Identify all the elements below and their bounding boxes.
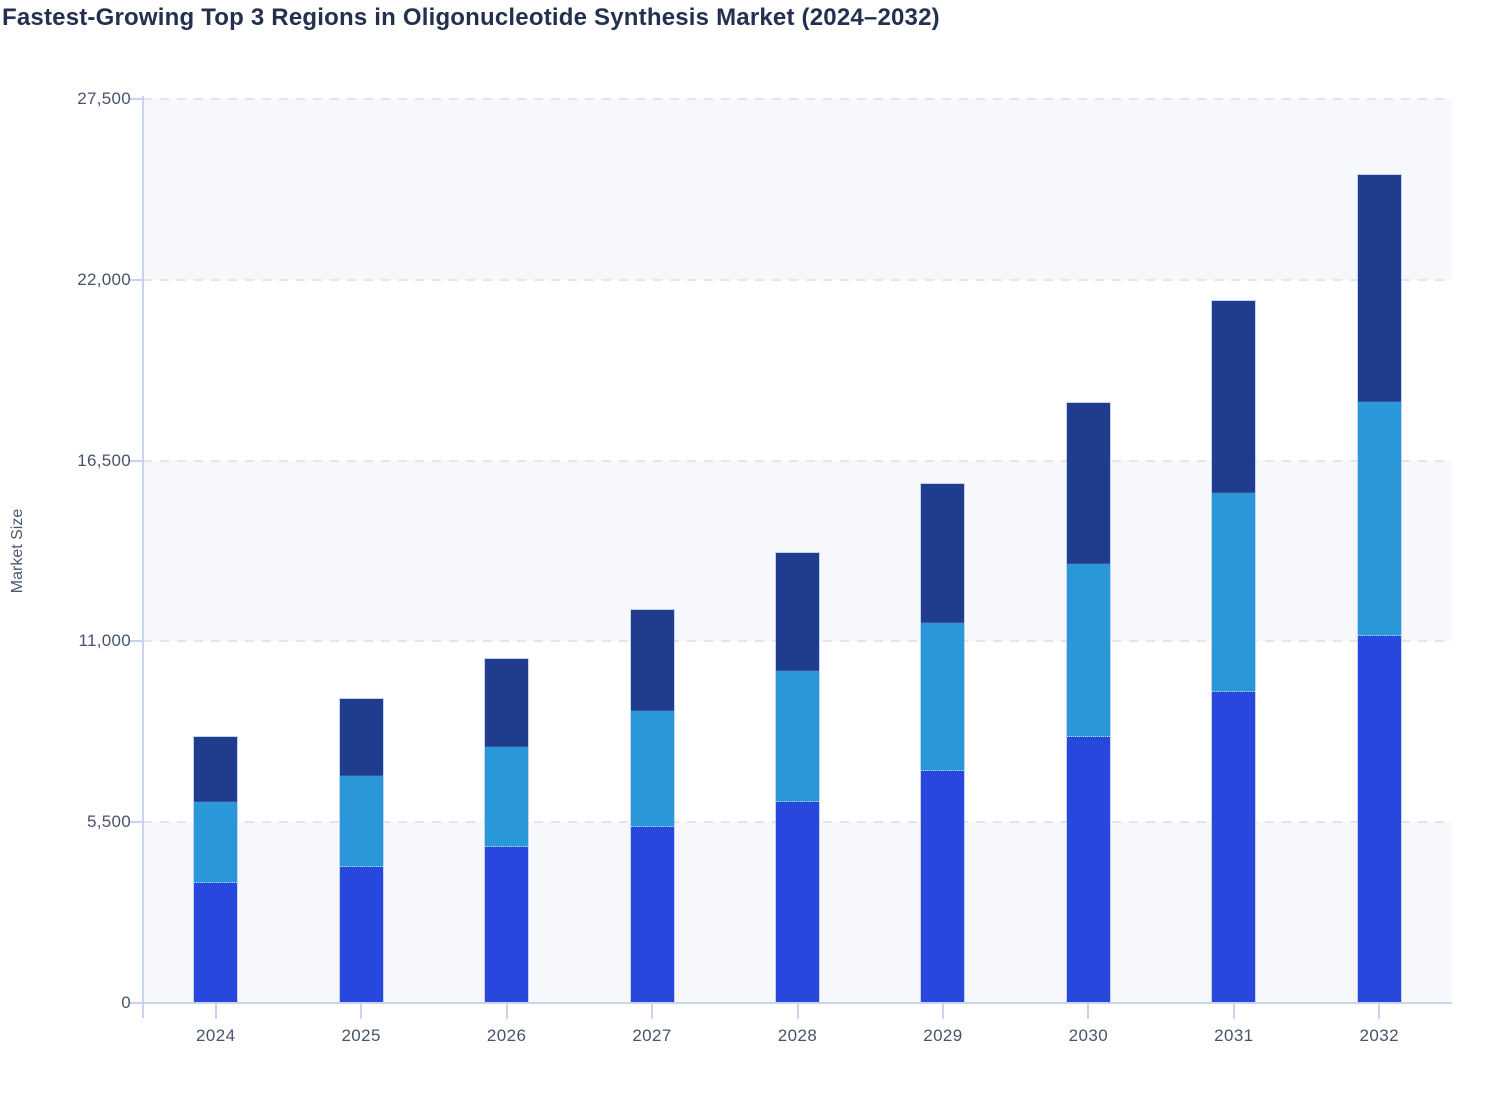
bar-2028-region-segment-middle[interactable] bbox=[776, 670, 819, 803]
bar-2027-region-segment-top[interactable] bbox=[630, 610, 674, 712]
bar-2029-region-segment-middle[interactable] bbox=[921, 622, 965, 772]
bar-2027-region-segment-bottom[interactable] bbox=[630, 827, 674, 1003]
bar-2026-region-segment-top[interactable] bbox=[485, 659, 529, 747]
x-axis-tick bbox=[360, 1004, 363, 1019]
y-tick-label: 16,500 bbox=[77, 450, 131, 470]
y-axis-title: Market Size bbox=[9, 508, 26, 594]
bar-2032-region-segment-bottom[interactable] bbox=[1357, 636, 1401, 1003]
bar-2024-region-segment-middle[interactable] bbox=[194, 802, 238, 883]
bar-2025-region-segment-top[interactable] bbox=[339, 698, 383, 777]
bar-2029[interactable] bbox=[921, 484, 965, 1003]
x-tick-label: 2029 bbox=[923, 1026, 963, 1045]
bar-2031-region-segment-bottom[interactable] bbox=[1212, 692, 1256, 1003]
bar-2027[interactable] bbox=[630, 610, 674, 1003]
gridline bbox=[143, 459, 1452, 462]
x-axis-tick bbox=[214, 1004, 217, 1019]
x-tick-label: 2028 bbox=[777, 1026, 818, 1045]
bar-2030-region-segment-bottom[interactable] bbox=[1066, 736, 1110, 1003]
bar-2028[interactable] bbox=[776, 552, 819, 1003]
y-axis-tick bbox=[130, 1002, 143, 1004]
y-tick-label: 22,000 bbox=[77, 269, 131, 289]
x-axis-tick bbox=[1378, 1004, 1381, 1019]
y-axis-line bbox=[142, 96, 144, 1018]
y-tick-label: 5,500 bbox=[86, 812, 131, 832]
x-axis-tick bbox=[1087, 1004, 1090, 1019]
x-axis-line bbox=[143, 1002, 1452, 1004]
y-axis-tick bbox=[130, 640, 143, 643]
y-axis-tick bbox=[130, 821, 143, 824]
bar-2029-region-segment-top[interactable] bbox=[921, 484, 965, 623]
gridline bbox=[143, 278, 1452, 281]
y-axis-tick bbox=[130, 278, 143, 281]
x-axis-tick bbox=[1232, 1004, 1235, 1019]
bar-2030-region-segment-middle[interactable] bbox=[1066, 564, 1110, 737]
bar-2028-region-segment-bottom[interactable] bbox=[776, 802, 819, 1003]
y-axis-tick bbox=[130, 98, 143, 100]
x-axis-tick bbox=[505, 1004, 508, 1019]
bar-2030[interactable] bbox=[1066, 403, 1110, 1003]
y-tick-label: 11,000 bbox=[78, 631, 131, 651]
x-axis-tick bbox=[796, 1004, 799, 1019]
x-tick-label: 2026 bbox=[486, 1026, 527, 1045]
bar-2032-region-segment-top[interactable] bbox=[1357, 174, 1401, 403]
y-axis-tick bbox=[130, 459, 143, 462]
bar-2028-region-segment-top[interactable] bbox=[776, 552, 819, 671]
bar-2027-region-segment-middle[interactable] bbox=[630, 711, 674, 828]
x-axis-tick bbox=[941, 1004, 944, 1019]
bar-2024-region-segment-bottom[interactable] bbox=[194, 882, 238, 1003]
bar-2025[interactable] bbox=[339, 698, 383, 1003]
bar-2032[interactable] bbox=[1357, 174, 1401, 1003]
bar-2025-region-segment-bottom[interactable] bbox=[339, 866, 383, 1003]
x-tick-label: 2031 bbox=[1214, 1026, 1254, 1045]
bar-2030-region-segment-top[interactable] bbox=[1066, 403, 1110, 565]
bar-2025-region-segment-middle[interactable] bbox=[339, 776, 383, 867]
y-tick-label: 27,500 bbox=[77, 89, 131, 108]
bar-2026-region-segment-middle[interactable] bbox=[485, 746, 529, 847]
bar-2026[interactable] bbox=[485, 659, 529, 1003]
x-tick-label: 2032 bbox=[1359, 1026, 1399, 1045]
bar-2026-region-segment-bottom[interactable] bbox=[485, 846, 529, 1003]
x-tick-label: 2025 bbox=[341, 1026, 381, 1045]
gridline bbox=[143, 98, 1452, 100]
bar-2032-region-segment-middle[interactable] bbox=[1357, 402, 1401, 637]
bar-2031[interactable] bbox=[1212, 301, 1256, 1003]
x-tick-label: 2030 bbox=[1068, 1026, 1109, 1045]
y-tick-label: 0 bbox=[121, 993, 131, 1012]
plot-band bbox=[143, 99, 1452, 280]
bar-2024[interactable] bbox=[194, 736, 238, 1003]
x-tick-label: 2024 bbox=[196, 1026, 236, 1045]
x-axis-tick bbox=[651, 1004, 654, 1019]
bar-2024-region-segment-top[interactable] bbox=[194, 736, 238, 803]
bar-2029-region-segment-bottom[interactable] bbox=[921, 771, 965, 1003]
bar-2031-region-segment-middle[interactable] bbox=[1212, 492, 1256, 693]
bar-2031-region-segment-top[interactable] bbox=[1212, 301, 1256, 493]
x-tick-label: 2027 bbox=[632, 1026, 672, 1045]
chart-title: Fastest-Growing Top 3 Regions in Oligonu… bbox=[2, 4, 940, 31]
